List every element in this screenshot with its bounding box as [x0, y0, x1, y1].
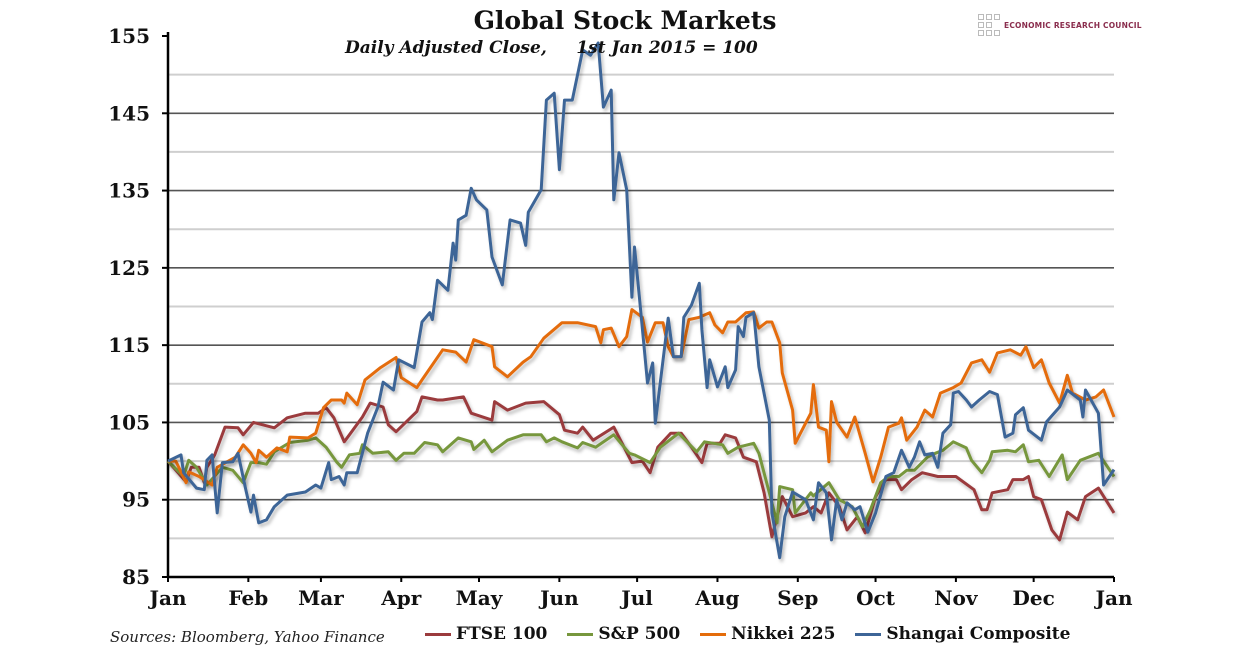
legend-item-ftse: FTSE 100	[425, 624, 547, 644]
series-line-shangai-composite	[167, 41, 1116, 560]
x-tick-label: Jan	[1094, 586, 1133, 610]
x-tick-label: Sep	[777, 586, 818, 610]
x-tick-label: May	[456, 586, 504, 610]
x-tick-label: Jun	[538, 586, 579, 610]
logo-text: ECONOMIC RESEARCH COUNCIL	[1004, 20, 1142, 30]
gridlines	[168, 73, 1114, 540]
y-tick-label: 155	[108, 24, 150, 48]
legend-label: FTSE 100	[456, 624, 548, 644]
legend-label: Nikkei 225	[731, 624, 836, 644]
erc-logo: ECONOMIC RESEARCH COUNCIL	[978, 14, 1142, 36]
x-tick-label: Mar	[298, 586, 344, 610]
x-tick-label: Feb	[228, 586, 268, 610]
legend-item-shanghai: Shangai Composite	[855, 624, 1070, 644]
series-line-s-p-500	[166, 431, 1116, 529]
x-tick-label: Aug	[694, 586, 739, 610]
legend-label: S&P 500	[598, 624, 681, 644]
x-tick-label: Oct	[856, 586, 896, 610]
x-tick-label: Jul	[619, 586, 653, 610]
legend-item-nikkei: Nikkei 225	[700, 624, 835, 644]
y-tick-label: 135	[108, 179, 150, 203]
series-lines	[166, 41, 1116, 560]
legend: FTSE 100 S&P 500 Nikkei 225 Shangai Comp…	[425, 624, 1070, 644]
y-tick-labels: 85 95 105 115 125 135 145 155	[108, 24, 150, 589]
legend-swatch	[425, 632, 451, 636]
x-tick-labels: Jan Feb Mar Apr May Jun Jul Aug Sep Oct Nov Dec Jan	[148, 586, 1133, 610]
legend-item-sp500: S&P 500	[567, 624, 680, 644]
x-tick-label: Jan	[148, 586, 187, 610]
sources-note: Sources: Bloomberg, Yahoo Finance	[110, 628, 385, 646]
legend-swatch	[567, 632, 594, 636]
y-tick-label: 125	[108, 256, 150, 280]
chart-title: Global Stock Markets	[473, 6, 777, 35]
legend-swatch	[855, 632, 882, 636]
axes	[162, 32, 1115, 582]
y-tick-label: 145	[108, 101, 150, 125]
chart-subtitle: Daily Adjusted Close, 1st Jan 2015 = 100	[345, 38, 758, 58]
x-tick-label: Nov	[934, 586, 979, 610]
legend-swatch	[700, 632, 727, 636]
y-tick-label: 105	[108, 410, 150, 434]
x-tick-label: Apr	[380, 586, 422, 610]
series-line-ftse-100	[166, 395, 1116, 542]
logo-squares-icon	[978, 14, 1000, 36]
x-tick-label: Dec	[1013, 586, 1055, 610]
y-tick-label: 95	[122, 488, 150, 512]
y-tick-label: 85	[122, 565, 150, 589]
y-tick-label: 115	[108, 333, 150, 357]
legend-label: Shangai Composite	[886, 624, 1071, 644]
